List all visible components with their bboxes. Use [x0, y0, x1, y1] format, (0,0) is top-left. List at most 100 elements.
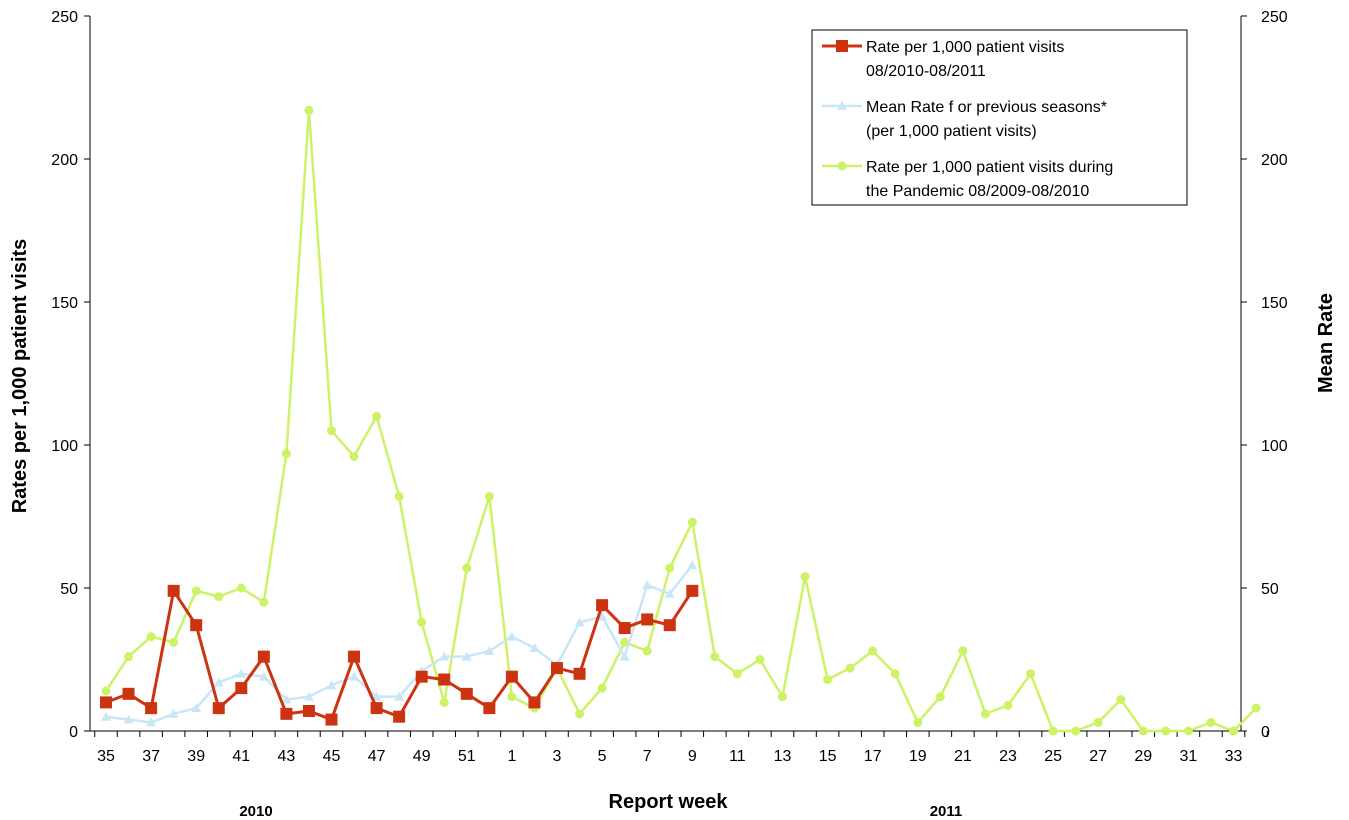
data-point-circle	[1138, 726, 1148, 736]
series-triangle	[101, 560, 698, 727]
y-tick-label-right: 0	[1261, 724, 1270, 741]
data-point-circle	[214, 592, 224, 602]
data-point-square	[257, 650, 270, 663]
data-point-triangle	[597, 611, 608, 621]
data-point-circle	[1206, 717, 1216, 727]
data-point-circle	[1026, 669, 1036, 679]
data-point-square	[573, 667, 586, 680]
data-point-circle	[1183, 726, 1193, 736]
x-tick-label: 15	[819, 748, 837, 765]
data-point-square	[145, 702, 158, 715]
data-point-circle	[845, 663, 855, 673]
legend-label: Mean Rate f or previous seasons*	[866, 99, 1107, 116]
data-point-circle	[868, 646, 878, 656]
data-point-circle	[890, 669, 900, 679]
data-point-circle	[394, 491, 404, 501]
data-point-square	[505, 670, 518, 683]
data-point-square	[483, 702, 496, 715]
y-tick-label-left: 200	[51, 152, 78, 169]
data-point-circle	[1003, 700, 1013, 710]
legend-label: (per 1,000 patient visits)	[866, 123, 1037, 140]
x-tick-label: 25	[1044, 748, 1062, 765]
data-point-circle	[935, 692, 945, 702]
data-point-circle	[507, 692, 517, 702]
data-point-circle	[236, 583, 246, 593]
x-ticks: 35 37 39 41 43 45 47 49 51 1 3 5 7 9 11 13 15 17 19 21 23 25 2…	[94, 731, 1268, 765]
data-point-circle	[124, 652, 134, 662]
data-point-circle	[913, 717, 923, 727]
legend-marker-square	[836, 40, 848, 52]
data-point-square	[348, 650, 361, 663]
series-layer	[100, 105, 1261, 736]
x-tick-label: 3	[553, 748, 562, 765]
data-point-triangle	[123, 714, 134, 724]
data-point-circle	[417, 617, 427, 627]
data-point-triangle	[642, 580, 653, 590]
legend-marker-circle	[837, 161, 847, 171]
x-tick-label: 17	[864, 748, 882, 765]
data-point-circle	[1251, 703, 1261, 713]
data-point-circle	[259, 597, 269, 607]
y-tick-label-left: 150	[51, 295, 78, 312]
data-point-circle	[372, 411, 382, 421]
data-point-square	[280, 707, 293, 720]
data-point-square	[618, 622, 631, 635]
data-point-triangle	[529, 643, 540, 653]
data-point-circle	[1229, 726, 1238, 736]
data-point-square	[393, 710, 406, 723]
data-point-square	[415, 670, 428, 683]
y-tick-label-right: 50	[1261, 581, 1279, 598]
data-point-square	[325, 713, 338, 726]
legend-items: Rate per 1,000 patient visits 08/2010-08/…	[822, 39, 1113, 200]
series-square	[100, 584, 699, 726]
x-tick-label: 13	[774, 748, 792, 765]
data-point-triangle	[146, 717, 157, 727]
y-tick-label-left: 100	[51, 438, 78, 455]
data-point-circle	[800, 572, 810, 582]
data-point-triangle	[506, 631, 517, 641]
data-point-square	[528, 696, 541, 709]
y-tick-label-right: 150	[1261, 295, 1288, 312]
data-point-square	[663, 619, 676, 632]
data-point-square	[212, 702, 225, 715]
data-point-triangle	[303, 691, 314, 701]
data-point-square	[686, 584, 699, 597]
legend-item: Rate per 1,000 patient visits 08/2010-08/…	[822, 39, 1064, 80]
y-tick-label-right: 250	[1261, 9, 1288, 26]
x-tick-label: 47	[368, 748, 386, 765]
legend-label: the Pandemic 08/2009-08/2010	[866, 183, 1089, 200]
data-point-triangle	[191, 703, 202, 713]
data-point-square	[551, 662, 563, 675]
data-point-circle	[778, 692, 787, 702]
x-tick-label: 1	[507, 748, 516, 765]
data-point-square	[460, 687, 473, 700]
data-point-triangle	[258, 671, 269, 681]
legend-item: Rate per 1,000 patient visits during the …	[822, 159, 1113, 200]
data-point-circle	[349, 451, 359, 461]
data-point-square	[122, 687, 135, 700]
x-tick-label: 39	[187, 748, 205, 765]
x-tick-label: 11	[729, 748, 746, 765]
data-point-triangle	[484, 645, 495, 655]
data-point-circle	[823, 675, 833, 685]
data-point-circle	[1093, 717, 1103, 727]
data-point-square	[235, 682, 248, 695]
data-point-circle	[191, 586, 201, 596]
x-tick-label: 41	[232, 748, 250, 765]
data-point-circle	[958, 646, 968, 656]
legend-item: Mean Rate f or previous seasons* (per 1,0…	[822, 99, 1107, 140]
x-tick-label: 7	[643, 748, 652, 765]
data-point-triangle	[664, 588, 675, 598]
data-point-circle	[687, 517, 697, 527]
y-tick-label-left: 50	[60, 581, 78, 598]
legend-box	[811, 29, 1188, 206]
legend-label: 08/2010-08/2011	[866, 63, 986, 80]
x-tick-label: 23	[999, 748, 1017, 765]
data-point-triangle	[371, 691, 382, 701]
data-point-circle	[980, 709, 990, 719]
y-axis-title-left: Rates per 1,000 patient visits	[9, 239, 31, 514]
data-point-square	[302, 704, 315, 717]
data-point-square	[100, 696, 112, 709]
